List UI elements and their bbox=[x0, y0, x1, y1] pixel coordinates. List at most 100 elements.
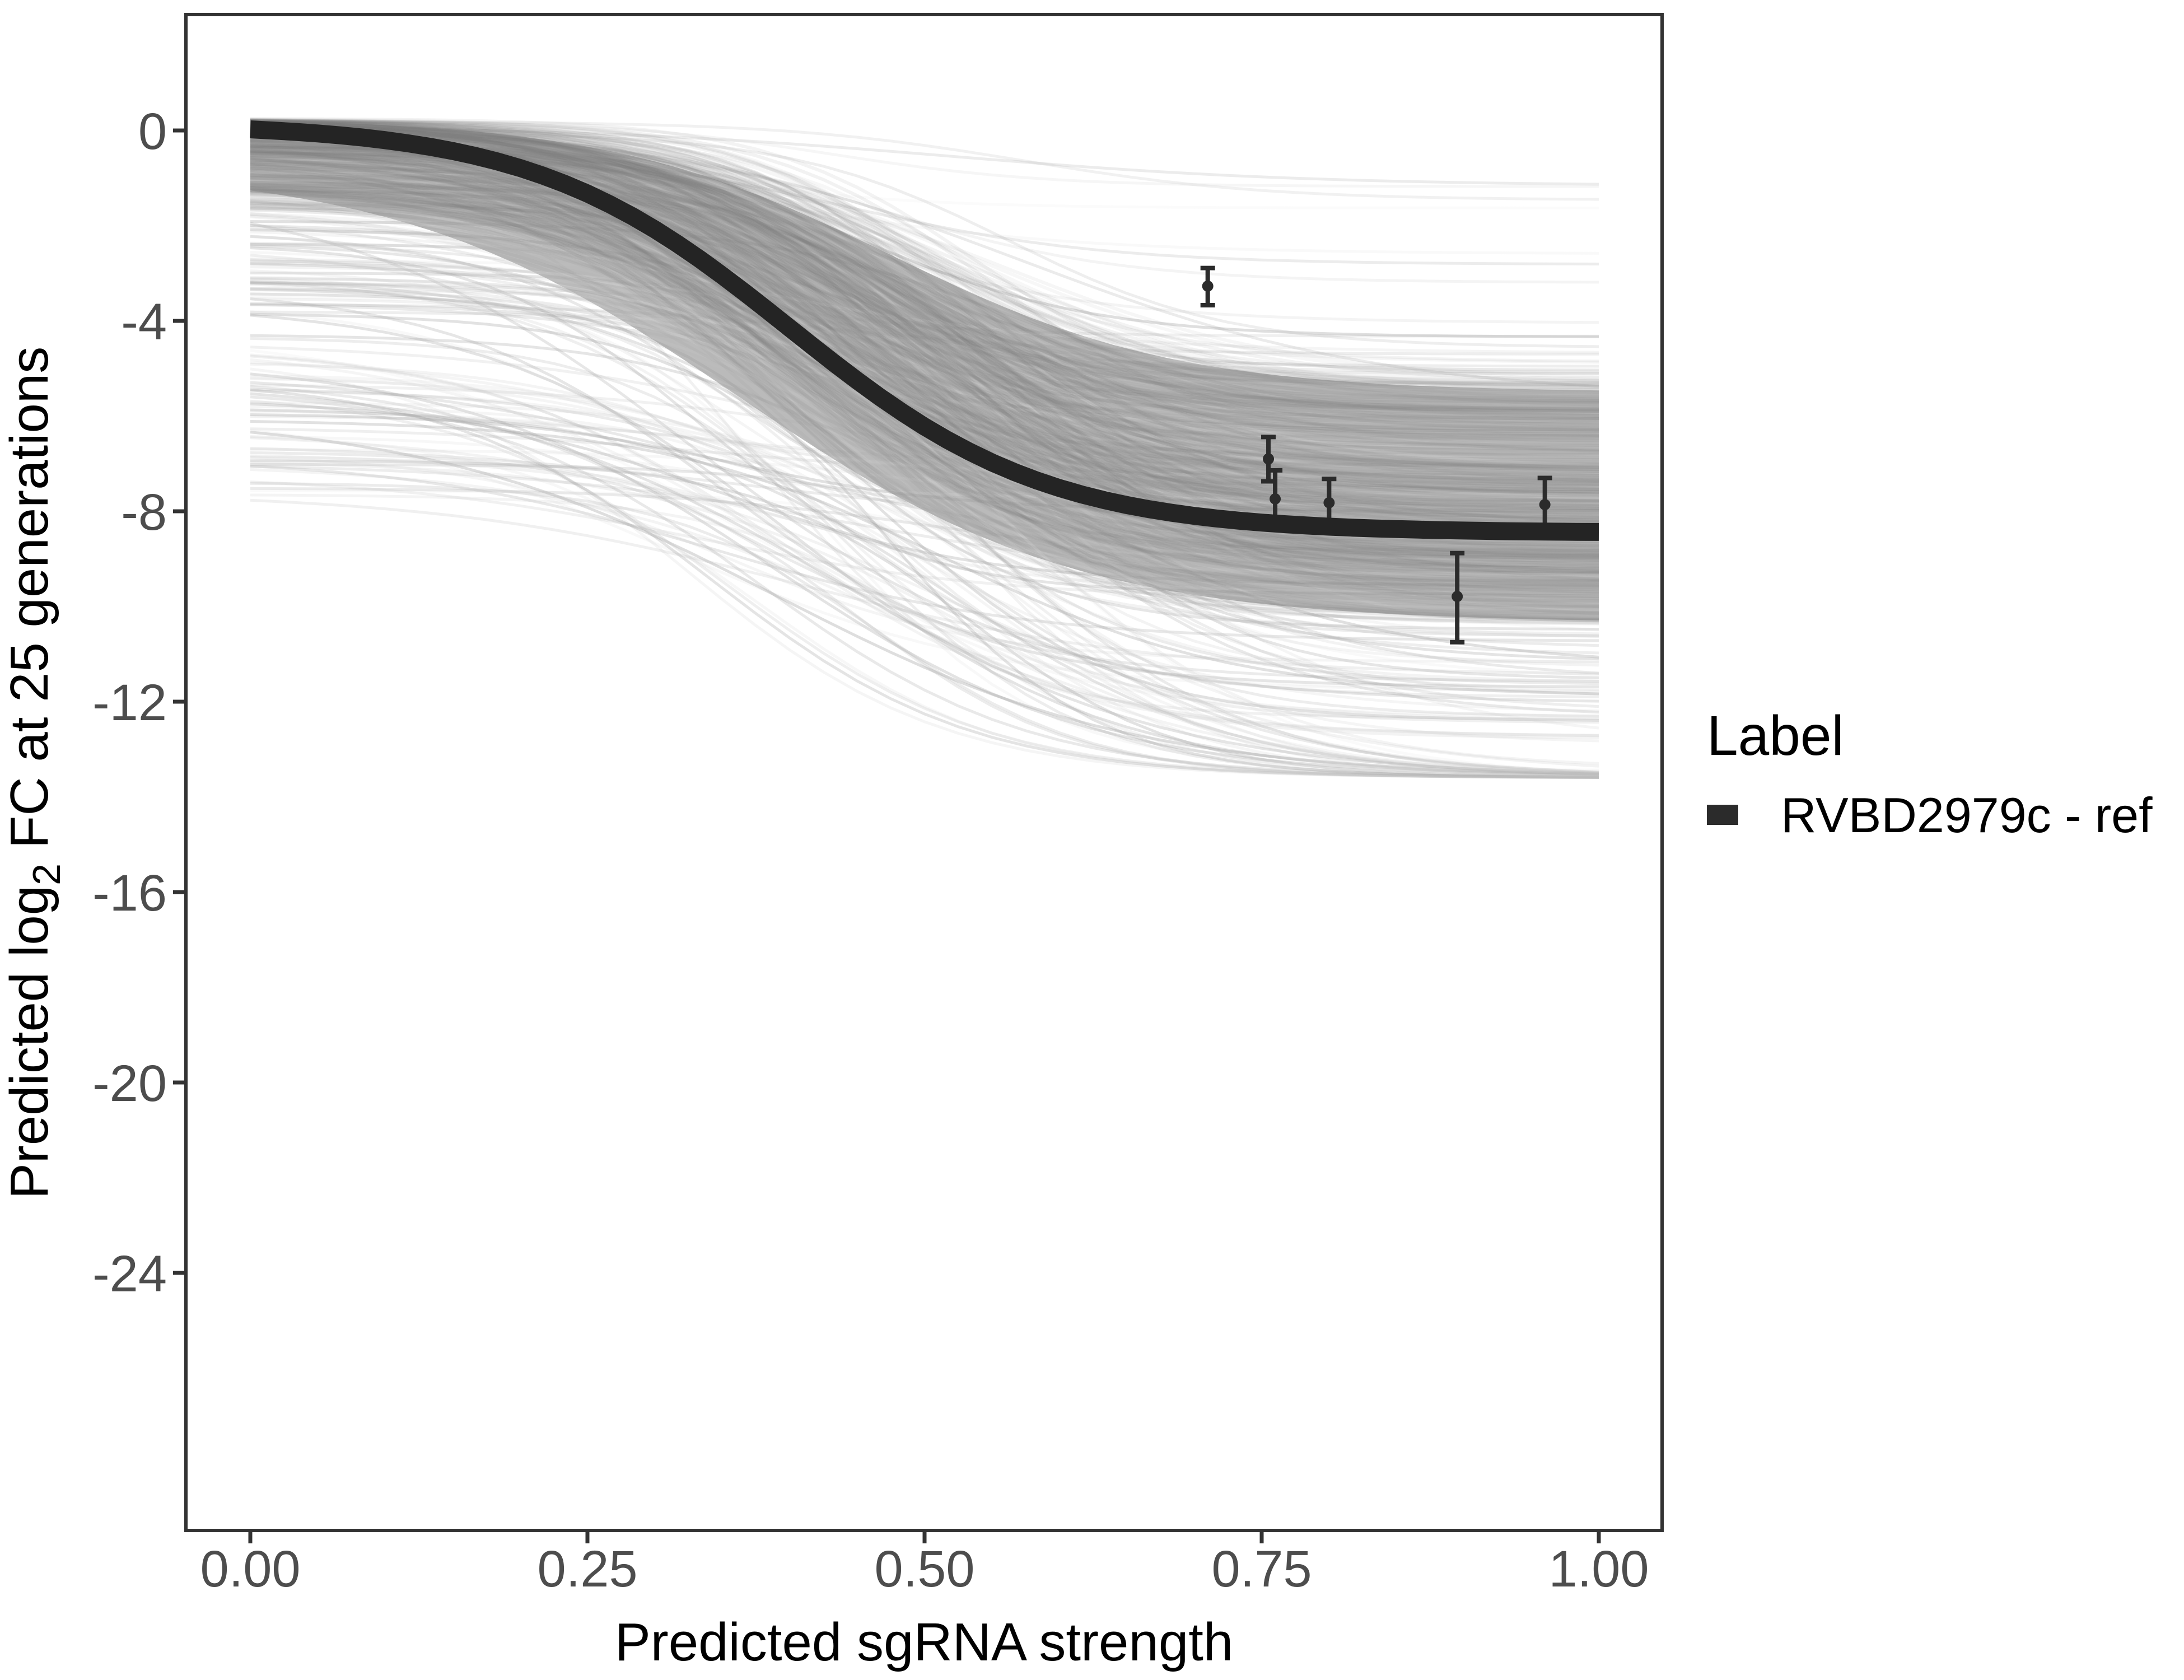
ensemble-curve bbox=[250, 195, 1599, 508]
ensemble-curve bbox=[250, 498, 1599, 675]
data-point bbox=[1270, 493, 1281, 505]
ensemble-curve bbox=[250, 122, 1599, 584]
ensemble-curve bbox=[250, 119, 1599, 567]
ensemble-curve bbox=[250, 212, 1599, 486]
ensemble-curve bbox=[250, 122, 1599, 475]
y-axis-title: Predicted log2 FC at 25 generations bbox=[0, 347, 68, 1199]
ensemble-curve bbox=[250, 402, 1599, 586]
ensemble-curve bbox=[250, 463, 1599, 554]
ensemble-curve bbox=[250, 160, 1599, 437]
ensemble-curve bbox=[250, 136, 1599, 427]
ensemble-curve bbox=[250, 124, 1599, 557]
ensemble-curve bbox=[250, 207, 1599, 472]
ensemble-curve bbox=[250, 124, 1599, 510]
ensemble-curve bbox=[250, 427, 1599, 483]
ensemble-curve bbox=[250, 242, 1599, 622]
ensemble-curve bbox=[250, 148, 1599, 622]
ensemble-curve bbox=[250, 119, 1599, 497]
ensemble-ribbon bbox=[250, 120, 1599, 620]
ensemble-curve bbox=[250, 283, 1599, 739]
ensemble-curve bbox=[250, 119, 1599, 601]
ensemble-curve bbox=[250, 162, 1599, 486]
legend: Label RVBD2979c - ref bbox=[1707, 704, 2153, 843]
ensemble-curve bbox=[250, 276, 1599, 778]
ensemble-curve bbox=[250, 158, 1599, 609]
ensemble-curve bbox=[250, 297, 1599, 683]
ensemble-curve bbox=[250, 280, 1599, 544]
ensemble-curve bbox=[250, 167, 1599, 555]
data-point bbox=[1263, 453, 1275, 465]
ensemble-curve bbox=[250, 129, 1599, 453]
ensemble-curve bbox=[250, 125, 1599, 512]
ensemble-curve bbox=[250, 374, 1599, 776]
ensemble-curve bbox=[250, 120, 1599, 188]
ensemble-curve bbox=[250, 202, 1599, 571]
ensemble-curve bbox=[250, 150, 1599, 386]
ensemble-curve bbox=[250, 127, 1599, 380]
ensemble-curve bbox=[250, 468, 1599, 774]
ensemble-curve bbox=[250, 119, 1599, 472]
ensemble-curve bbox=[250, 176, 1599, 573]
ensemble-curve bbox=[250, 188, 1599, 631]
ensemble-curve bbox=[250, 410, 1599, 478]
ensemble-curve bbox=[250, 153, 1599, 486]
ensemble-curve bbox=[250, 310, 1599, 368]
ensemble-curve bbox=[250, 178, 1599, 396]
ensemble-curve bbox=[250, 143, 1599, 600]
ensemble-curve bbox=[250, 119, 1599, 576]
ensemble-curve bbox=[250, 180, 1599, 430]
ensemble-curve bbox=[250, 166, 1599, 463]
ensemble-curve bbox=[250, 204, 1599, 522]
ensemble-curve bbox=[250, 169, 1599, 514]
ensemble-curve bbox=[250, 123, 1599, 626]
ensemble-curve bbox=[250, 269, 1599, 576]
ensemble-curve bbox=[250, 314, 1599, 777]
ensemble-curve bbox=[250, 121, 1599, 491]
ensemble-curve bbox=[250, 119, 1599, 405]
ensemble-curve bbox=[250, 206, 1599, 503]
plot-panel bbox=[186, 15, 1662, 1530]
ensemble-curve bbox=[250, 173, 1599, 562]
ensemble-curve bbox=[250, 119, 1599, 506]
ensemble-curve bbox=[250, 435, 1599, 779]
ensemble-curve bbox=[250, 121, 1599, 570]
legend-item: RVBD2979c - ref bbox=[1707, 787, 2153, 843]
ensemble-curve bbox=[250, 121, 1599, 391]
ensemble-curve bbox=[250, 399, 1599, 779]
ensemble-curve bbox=[250, 193, 1599, 552]
ensemble-curve bbox=[250, 119, 1599, 498]
ensemble-curve bbox=[250, 176, 1599, 588]
ensemble-curve bbox=[250, 214, 1599, 430]
ensemble-curve bbox=[250, 119, 1599, 608]
ensemble-curve bbox=[250, 235, 1599, 426]
ensemble-curve bbox=[250, 183, 1599, 592]
ensemble-curve bbox=[250, 349, 1599, 693]
ensemble-curve bbox=[250, 128, 1599, 565]
ensemble-curve bbox=[250, 388, 1599, 774]
ensemble-curve bbox=[250, 196, 1599, 464]
ensemble-curve bbox=[250, 190, 1599, 485]
ensemble-curve bbox=[250, 372, 1599, 777]
x-axis: 0.00 0.25 0.50 0.75 1.00 bbox=[200, 1532, 1649, 1598]
data-point bbox=[1202, 280, 1214, 292]
ensemble-curve bbox=[250, 133, 1599, 375]
ensemble-curve bbox=[250, 354, 1599, 738]
ensemble-curve bbox=[250, 144, 1599, 457]
ensemble-curve bbox=[250, 292, 1599, 779]
ensemble-curve bbox=[250, 122, 1599, 445]
y-tick-label: 0 bbox=[138, 103, 167, 160]
ensemble-curve bbox=[250, 172, 1599, 604]
ensemble-curve bbox=[250, 125, 1599, 452]
ensemble-curve bbox=[250, 119, 1599, 552]
ensemble-curve bbox=[250, 189, 1599, 544]
ensemble-curve bbox=[250, 206, 1599, 587]
ensemble-curve bbox=[250, 123, 1599, 599]
ensemble-curve bbox=[250, 164, 1599, 389]
ensemble-curve bbox=[250, 127, 1599, 460]
ensemble-curve bbox=[250, 189, 1599, 418]
ensemble-curve bbox=[250, 177, 1599, 718]
ensemble-curve bbox=[250, 226, 1599, 743]
ensemble-curve bbox=[250, 126, 1599, 575]
ensemble-curve bbox=[250, 161, 1599, 460]
ensemble-curve bbox=[250, 222, 1599, 703]
